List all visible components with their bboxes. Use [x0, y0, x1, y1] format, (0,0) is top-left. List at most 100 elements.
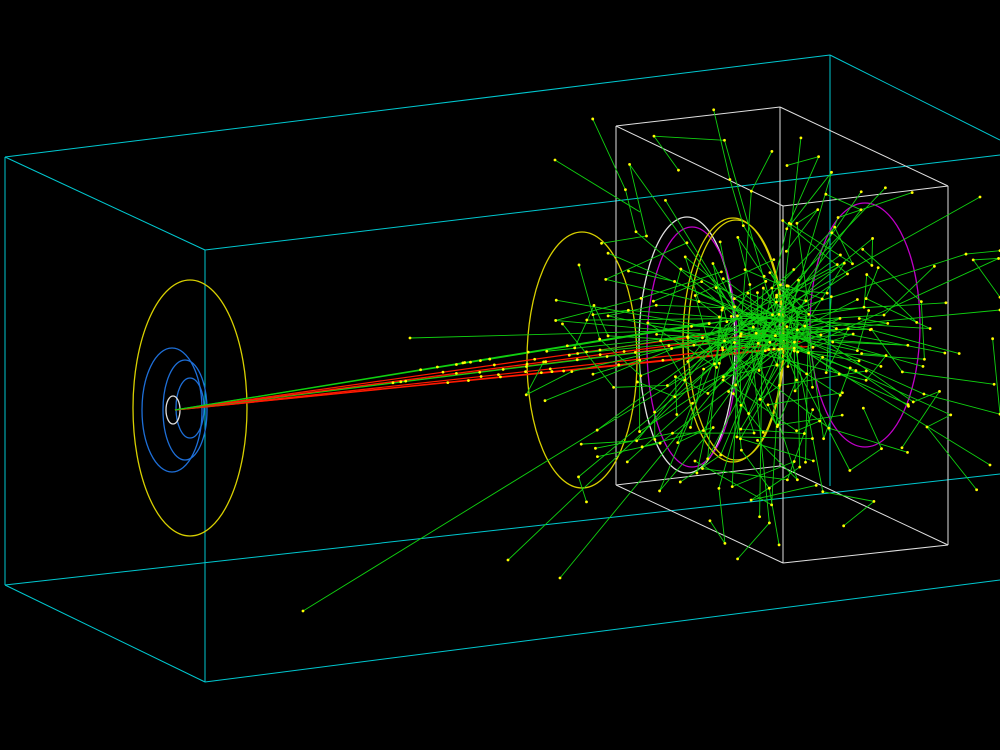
secondary-track [581, 440, 637, 445]
primary-track [174, 345, 809, 411]
secondary-track [785, 280, 799, 345]
step-point [576, 352, 580, 355]
secondary-track [747, 327, 798, 480]
secondary-track [723, 269, 795, 328]
step-point [796, 350, 800, 354]
secondary-track [796, 223, 810, 312]
step-point [756, 291, 759, 295]
step-point [767, 348, 771, 351]
secondary-track [825, 193, 862, 211]
step-point [664, 198, 667, 202]
step-point [708, 519, 712, 523]
secondary-track [769, 272, 799, 317]
step-point [501, 367, 505, 371]
step-point [573, 346, 577, 350]
secondary-track [744, 269, 781, 286]
step-point [721, 346, 724, 350]
detector-box-edge [615, 465, 781, 486]
step-point [579, 442, 583, 446]
step-point [542, 360, 546, 364]
secondary-track [647, 322, 717, 368]
secondary-track [725, 333, 778, 427]
step-point [855, 298, 859, 301]
step-point [886, 321, 890, 325]
step-point [819, 333, 823, 337]
step-point [720, 308, 724, 312]
step-point [622, 350, 626, 353]
step-point [553, 158, 557, 162]
secondary-track [871, 238, 874, 266]
step-point [478, 359, 482, 362]
step-point [691, 401, 694, 405]
step-point [767, 521, 771, 525]
step-point [686, 360, 690, 363]
secondary-track [720, 319, 779, 456]
step-point [777, 348, 781, 351]
step-point [978, 195, 982, 199]
step-point [795, 478, 799, 482]
secondary-track [871, 329, 903, 373]
secondary-track [667, 309, 766, 386]
secondary-track [636, 311, 743, 442]
secondary-track [754, 253, 967, 323]
secondary-track [748, 317, 931, 330]
secondary-track [777, 379, 797, 426]
step-point [455, 363, 458, 366]
step-point [876, 266, 880, 270]
detector-box-edge [779, 465, 949, 546]
secondary-track [714, 333, 743, 365]
secondary-track [556, 299, 758, 336]
step-point [435, 365, 439, 369]
secondary-track [660, 268, 682, 341]
step-point [577, 263, 581, 267]
world-box-edge [4, 584, 206, 683]
step-point [638, 358, 642, 362]
step-point [803, 324, 807, 328]
step-point [860, 352, 864, 355]
step-point [645, 234, 648, 238]
step-point [730, 485, 734, 489]
step-point [739, 437, 742, 441]
secondary-track [776, 262, 845, 303]
secondary-track [641, 427, 714, 448]
step-point [721, 277, 725, 281]
step-point [884, 354, 888, 357]
step-point [598, 337, 602, 341]
step-point [785, 478, 789, 482]
step-point [864, 369, 868, 373]
secondary-track [859, 318, 888, 324]
step-point [851, 262, 854, 266]
secondary-track [796, 209, 819, 224]
secondary-track [849, 448, 882, 471]
step-point [842, 261, 846, 265]
step-point [774, 300, 778, 304]
step-point [693, 459, 697, 463]
secondary-track [554, 159, 641, 213]
detector-box-edge [782, 185, 949, 207]
secondary-track [613, 385, 668, 388]
step-point [857, 317, 861, 320]
step-point [911, 400, 915, 404]
world-volume-box [4, 54, 1000, 683]
step-point [857, 359, 861, 363]
secondary-track [805, 345, 809, 463]
secondary-track [750, 466, 801, 501]
detector-ring [646, 226, 738, 468]
step-point [606, 314, 610, 318]
step-point [818, 419, 822, 423]
secondary-track [734, 335, 807, 343]
secondary-track [771, 318, 945, 354]
step-point [731, 392, 735, 396]
step-point [854, 369, 858, 372]
secondary-track [599, 338, 642, 377]
secondary-track [659, 335, 798, 444]
step-point [792, 349, 796, 353]
step-point [743, 268, 747, 272]
secondary-track [637, 381, 675, 398]
secondary-track [593, 305, 609, 337]
secondary-track [870, 329, 960, 354]
step-point [824, 371, 828, 375]
step-point [761, 430, 765, 434]
secondary-track [740, 438, 814, 462]
